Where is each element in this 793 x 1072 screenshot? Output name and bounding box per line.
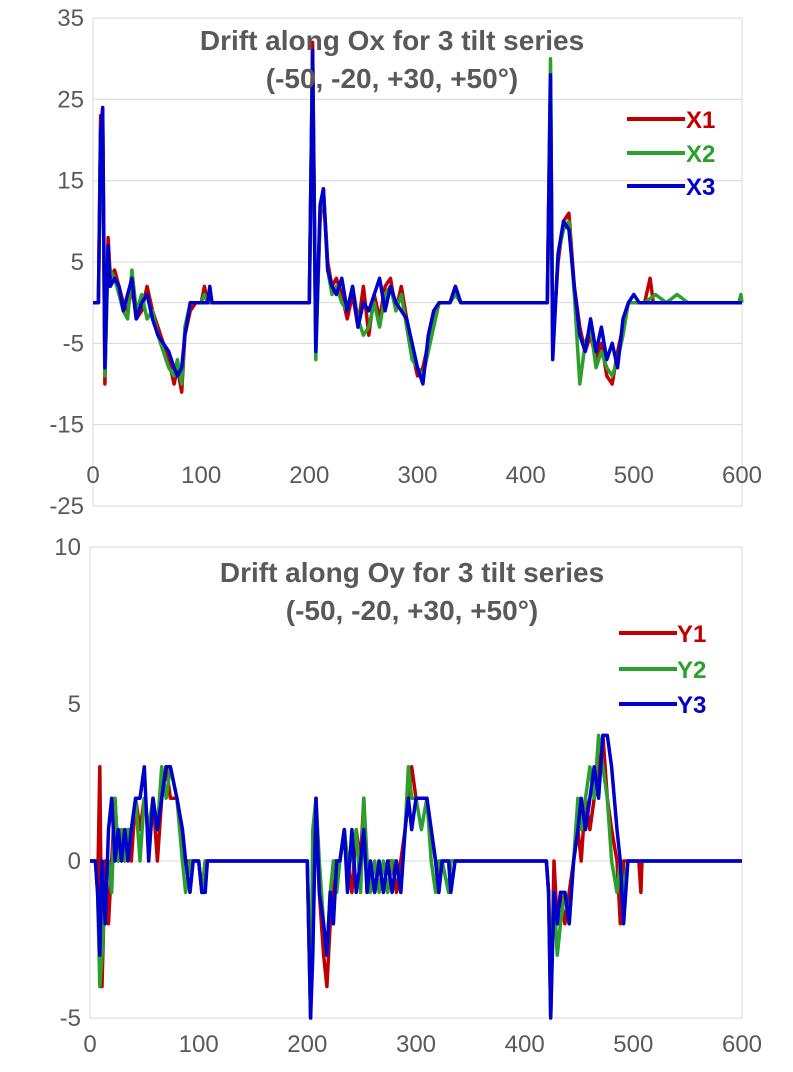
x-tick-label-ox-4: 400: [506, 462, 546, 489]
legend-label-x3: X3: [686, 174, 715, 201]
x-tick-label-oy-1: 100: [179, 1031, 219, 1058]
y-tick-label-ox-4: -5: [63, 330, 84, 357]
x-tick-label-oy-0: 0: [83, 1031, 96, 1058]
y-tick-labels-oy: 10 5 0 -5: [54, 534, 81, 1032]
y-tick-label-oy-0: 10: [54, 534, 81, 561]
legend-label-y3: Y3: [677, 692, 706, 719]
x-tick-label-ox-2: 200: [289, 462, 329, 489]
chart-title-oy: Drift along Oy for 3 tilt series: [220, 557, 604, 588]
x-tick-label-ox-6: 600: [722, 462, 762, 489]
series-layer-oy: [90, 733, 742, 1020]
legend-ox: X1 X2 X3: [627, 107, 715, 201]
chart-drift-ox: 35 25 15 5 -5 -15 -25 0 100 200 300 400 500 600 Drif…: [49, 5, 762, 520]
chart-subtitle-ox: (-50, -20, +30, +50°): [266, 63, 518, 94]
x-tick-labels-oy: 0 100 200 300 400 500 600: [83, 1031, 762, 1058]
legend-label-x2: X2: [686, 141, 715, 168]
x-tick-label-ox-1: 100: [181, 462, 221, 489]
x-tick-label-ox-0: 0: [86, 462, 99, 489]
x-tick-label-ox-3: 300: [397, 462, 437, 489]
gridlines-ox: [93, 17, 742, 507]
legend-label-x1: X1: [686, 107, 715, 134]
x-tick-label-oy-2: 200: [287, 1031, 327, 1058]
legend-label-y1: Y1: [677, 621, 706, 648]
chart-title-ox: Drift along Ox for 3 tilt series: [200, 25, 584, 56]
series-line-x2: [93, 56, 744, 386]
series-line-x3: [93, 48, 742, 386]
x-tick-label-oy-4: 400: [505, 1031, 545, 1058]
x-tick-label-oy-5: 500: [613, 1031, 653, 1058]
x-tick-label-oy-3: 300: [396, 1031, 436, 1058]
y-tick-label-ox-3: 5: [71, 249, 84, 276]
series-layer-ox: [93, 40, 744, 394]
y-tick-label-oy-3: -5: [60, 1005, 81, 1032]
legend-oy: Y1 Y2 Y3: [619, 621, 706, 719]
y-tick-label-ox-6: -25: [49, 493, 84, 520]
x-tick-label-ox-5: 500: [614, 462, 654, 489]
y-tick-label-oy-1: 5: [68, 691, 81, 718]
y-tick-labels-ox: 35 25 15 5 -5 -15 -25: [49, 5, 84, 520]
legend-label-y2: Y2: [677, 657, 706, 684]
y-tick-label-ox-1: 25: [57, 86, 84, 113]
y-tick-label-ox-0: 35: [57, 5, 84, 32]
plot-area-oy: [89, 546, 743, 1019]
y-tick-label-ox-5: -15: [49, 412, 84, 439]
y-tick-label-oy-2: 0: [68, 848, 81, 875]
y-tick-label-ox-2: 15: [57, 168, 84, 195]
series-line-y3: [90, 733, 742, 1020]
x-tick-label-oy-6: 600: [722, 1031, 762, 1058]
x-tick-labels-ox: 0 100 200 300 400 500 600: [86, 462, 762, 489]
chart-subtitle-oy: (-50, -20, +30, +50°): [286, 595, 538, 626]
